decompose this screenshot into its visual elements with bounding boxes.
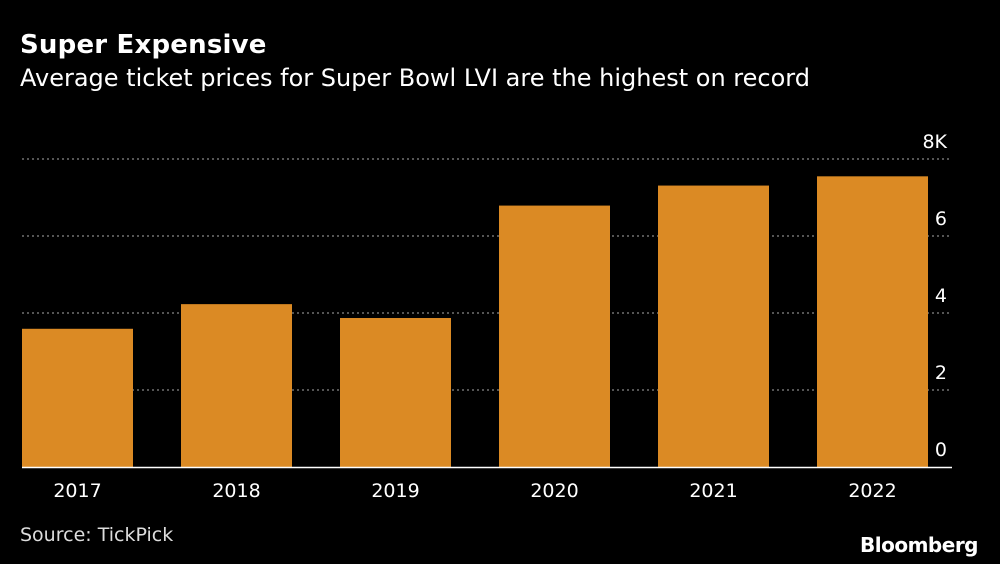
bar	[22, 328, 133, 467]
x-tick-label: 2020	[530, 480, 578, 502]
y-tick-label: 8K	[922, 131, 947, 153]
bar	[340, 318, 451, 467]
y-tick-label: 2	[935, 362, 947, 384]
y-tick-label: 4	[935, 285, 947, 307]
x-tick-label: 2017	[53, 480, 101, 502]
bloomberg-logo: Bloomberg	[860, 533, 978, 557]
bar	[181, 304, 292, 467]
bar	[499, 205, 610, 467]
bar	[817, 176, 928, 467]
x-tick-label: 2021	[689, 480, 737, 502]
x-tick-label: 2019	[371, 480, 419, 502]
y-tick-label: 0	[935, 439, 947, 461]
chart-title: Super Expensive	[20, 30, 267, 60]
y-tick-label: 6	[935, 208, 947, 230]
x-tick-label: 2022	[848, 480, 896, 502]
x-tick-label: 2018	[212, 480, 260, 502]
bar	[658, 185, 769, 467]
chart-subtitle: Average ticket prices for Super Bowl LVI…	[20, 64, 810, 92]
source-note: Source: TickPick	[20, 524, 174, 546]
